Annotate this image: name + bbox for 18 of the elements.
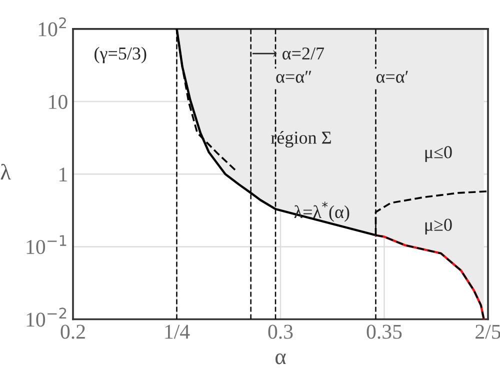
annotation: λ=λ$^{*}$(α) [294,202,350,222]
y-tick-label: 1 [60,168,67,182]
ref-line-label: α=α′ [376,70,408,83]
y-tick-label: 10$^{−1}$ [26,235,66,254]
y-axis-title: λ [0,164,11,180]
x-tick-label: 0.2 [60,324,85,339]
annotation: région Σ [271,131,331,148]
x-tick-label: 1/4 [165,324,190,339]
x-tick-label: 2/5 [476,324,500,339]
x-tick-label: 0.3 [268,324,293,339]
annotation: μ≥0 [425,218,452,235]
ref-line-label: α=α″ [276,70,312,83]
annotation: (γ=5/3) [94,46,146,64]
y-tick-label: 10$^{2}$ [38,17,66,36]
x-tick-label: 0.35 [366,324,402,339]
x-axis-title: α [276,354,286,364]
y-tick-label: 10 [49,94,68,109]
annotation: μ≤0 [425,146,452,162]
